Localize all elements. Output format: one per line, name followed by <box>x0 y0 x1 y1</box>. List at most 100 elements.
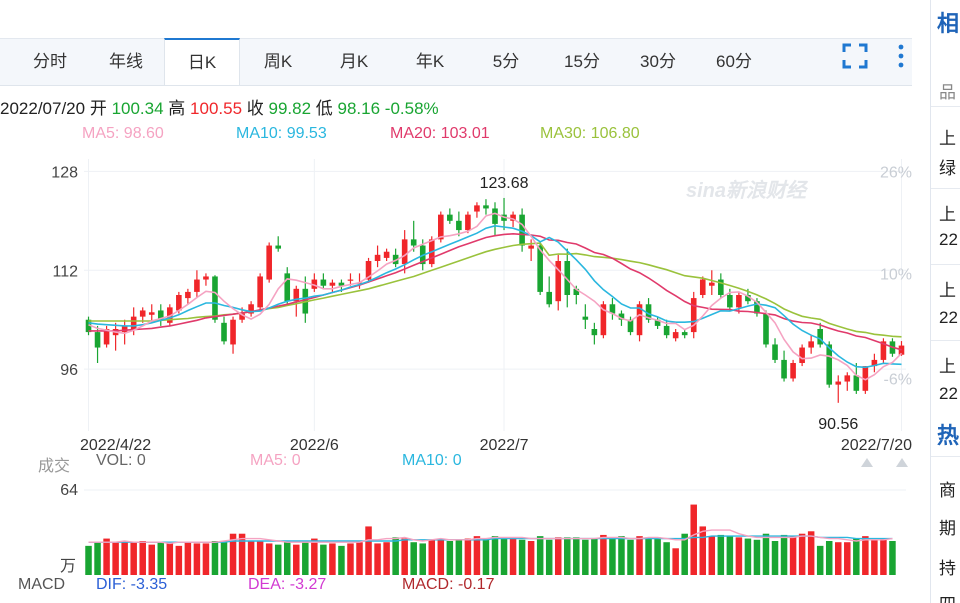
candle <box>447 208 453 224</box>
volume-bar <box>573 537 580 575</box>
sidebar-item[interactable]: 上 <box>939 205 956 224</box>
volume-ma10-line <box>88 535 893 543</box>
volume-bar <box>94 542 101 575</box>
volume-bar <box>789 536 797 575</box>
tab-daily-k[interactable]: 日K <box>164 38 240 85</box>
candles <box>85 197 905 403</box>
candle <box>591 322 598 345</box>
sidebar-item[interactable]: 上 <box>939 281 956 300</box>
volume-bar <box>618 536 625 575</box>
candle <box>537 242 543 295</box>
candle-body <box>681 332 688 336</box>
tab-30min[interactable]: 30分 <box>640 52 676 71</box>
tab-60min[interactable]: 60分 <box>716 52 752 71</box>
price-annotation: 90.56 <box>818 416 858 433</box>
candle <box>148 304 155 323</box>
candle <box>835 375 842 403</box>
sidebar-item[interactable]: 上 <box>939 129 956 148</box>
volume-bar <box>491 536 499 575</box>
volume-bar <box>410 542 417 575</box>
volume-ma10-legend: MA10: 0 <box>402 452 462 469</box>
scroll-up-icon-2[interactable] <box>896 458 908 467</box>
candle <box>853 363 860 394</box>
candle <box>699 276 706 299</box>
volume-bar <box>835 542 842 575</box>
volume-bar <box>166 543 174 575</box>
y-tick-label: 112 <box>52 263 78 280</box>
volume-bar <box>365 526 372 575</box>
volume-ma5-line <box>88 529 893 545</box>
fullscreen-icon[interactable] <box>842 43 868 69</box>
volume-bar <box>726 536 734 575</box>
candle-body <box>257 276 263 308</box>
tab-monthly-k[interactable]: 月K <box>339 52 369 71</box>
candle-body <box>275 245 282 249</box>
x-tick-label: 2022/6 <box>290 437 339 454</box>
tab-5min[interactable]: 5分 <box>492 52 520 71</box>
candle-body <box>663 325 670 336</box>
quote-info-line: 2022/07/20 开 100.34 高 100.55 收 99.82 低 9… <box>0 94 439 119</box>
sidebar-item[interactable]: 上 <box>939 357 956 376</box>
volume-label: 成交 <box>38 458 71 475</box>
candle-body <box>844 375 851 382</box>
ma30-line <box>88 242 902 338</box>
candle <box>410 220 417 252</box>
tab-intraday[interactable]: 分时 <box>33 52 67 71</box>
candle <box>600 301 607 339</box>
candle-body <box>465 214 471 231</box>
candle <box>266 242 272 283</box>
sidebar-item[interactable]: 期 <box>939 519 956 538</box>
candle <box>880 338 887 363</box>
candle-body <box>799 347 805 363</box>
candle <box>456 211 462 237</box>
candle <box>790 359 796 382</box>
volume-bar <box>482 538 490 575</box>
volume-bar <box>148 544 155 575</box>
tab-yearly-k[interactable]: 年K <box>415 52 445 71</box>
candle-body <box>736 295 742 308</box>
candle <box>492 202 498 237</box>
sidebar-item[interactable]: 22 <box>939 230 958 249</box>
volume-bar <box>338 545 345 575</box>
candle-body <box>185 291 191 299</box>
volume-bar <box>211 541 219 575</box>
candle-body <box>230 319 236 345</box>
sina-watermark: sina新浪财经 <box>686 179 809 202</box>
ma5-legend: MA5: 98.60 <box>82 125 164 142</box>
volume-bar <box>798 533 806 575</box>
candle-body <box>239 313 245 320</box>
volume-y-tick: 64 <box>60 482 78 499</box>
candle <box>564 248 571 308</box>
more-options-icon[interactable] <box>896 42 906 70</box>
tab-weekly-k[interactable]: 周K <box>263 52 293 71</box>
tab-year-line[interactable]: 年线 <box>109 52 143 71</box>
candle <box>654 316 661 329</box>
sidebar-item[interactable]: 22 <box>939 384 958 403</box>
candle-body <box>365 261 372 280</box>
sidebar-item[interactable]: 22 <box>939 308 958 327</box>
candle <box>257 273 263 311</box>
candle <box>681 329 688 339</box>
volume-bar <box>283 542 291 575</box>
sidebar-item[interactable]: 持 <box>939 559 956 578</box>
candle <box>474 202 480 218</box>
ma30-legend: MA30: 106.80 <box>540 125 640 142</box>
candle <box>808 335 814 354</box>
volume-bar <box>690 504 697 575</box>
volume-bar <box>853 538 860 575</box>
volume-bar <box>600 534 607 575</box>
volume-bar <box>311 538 318 575</box>
x-tick-label: 2022/7/20 <box>841 437 912 454</box>
tab-15min[interactable]: 15分 <box>564 52 600 71</box>
volume-bar <box>184 542 192 575</box>
kline-chart[interactable]: sina新浪财经 96 112 128 26% 10% -6% 2022/4/22 2022/… <box>0 145 915 575</box>
macd-dea: DEA: -3.27 <box>248 576 327 593</box>
sidebar-item[interactable]: 四 <box>939 590 956 603</box>
scroll-up-icon[interactable] <box>861 458 873 467</box>
candle-body <box>401 239 408 265</box>
sidebar-item[interactable]: 绿 <box>939 159 956 178</box>
candle-body <box>130 316 137 329</box>
change-percent: -0.58% <box>384 99 439 118</box>
high-label: 高 <box>168 99 186 118</box>
sidebar-item[interactable]: 商 <box>939 481 956 500</box>
